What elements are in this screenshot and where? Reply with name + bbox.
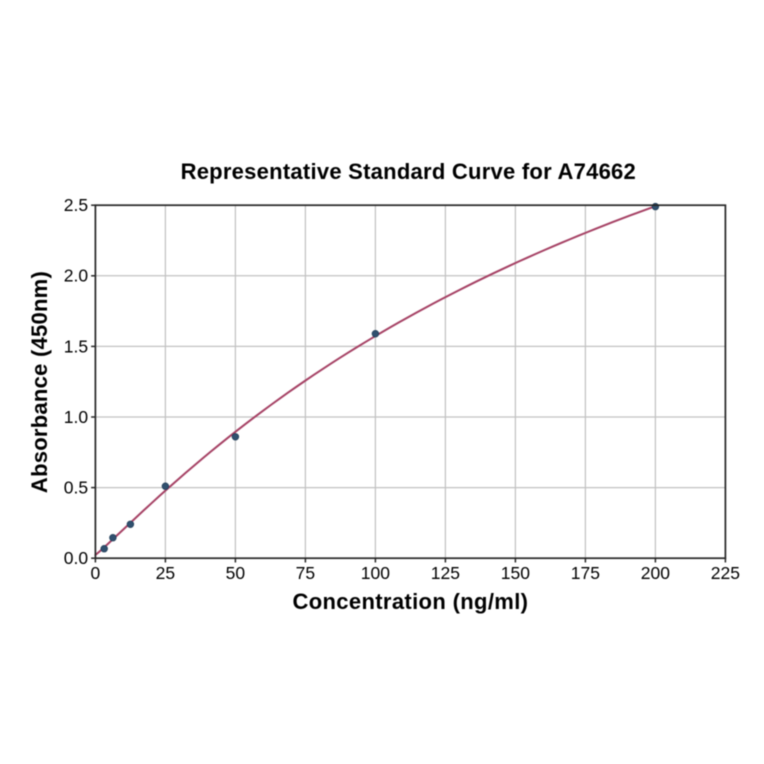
svg-text:175: 175 xyxy=(571,563,600,583)
svg-text:Concentration (ng/ml): Concentration (ng/ml) xyxy=(292,589,528,614)
svg-text:225: 225 xyxy=(711,563,740,583)
svg-text:0.0: 0.0 xyxy=(64,548,89,568)
svg-text:1.0: 1.0 xyxy=(64,407,89,427)
svg-text:0: 0 xyxy=(91,563,101,583)
svg-text:Representative Standard Curve: Representative Standard Curve for A74662 xyxy=(181,159,636,184)
svg-text:100: 100 xyxy=(361,563,390,583)
svg-text:1.5: 1.5 xyxy=(64,336,88,356)
svg-text:50: 50 xyxy=(226,563,246,583)
svg-text:75: 75 xyxy=(296,563,315,583)
svg-text:0.5: 0.5 xyxy=(64,478,88,498)
svg-text:Absorbance (450nm): Absorbance (450nm) xyxy=(27,271,52,493)
svg-text:2.5: 2.5 xyxy=(64,195,88,215)
svg-text:2.0: 2.0 xyxy=(64,266,89,286)
svg-text:125: 125 xyxy=(431,563,460,583)
svg-text:200: 200 xyxy=(641,563,670,583)
svg-text:150: 150 xyxy=(501,563,530,583)
svg-text:25: 25 xyxy=(156,563,175,583)
